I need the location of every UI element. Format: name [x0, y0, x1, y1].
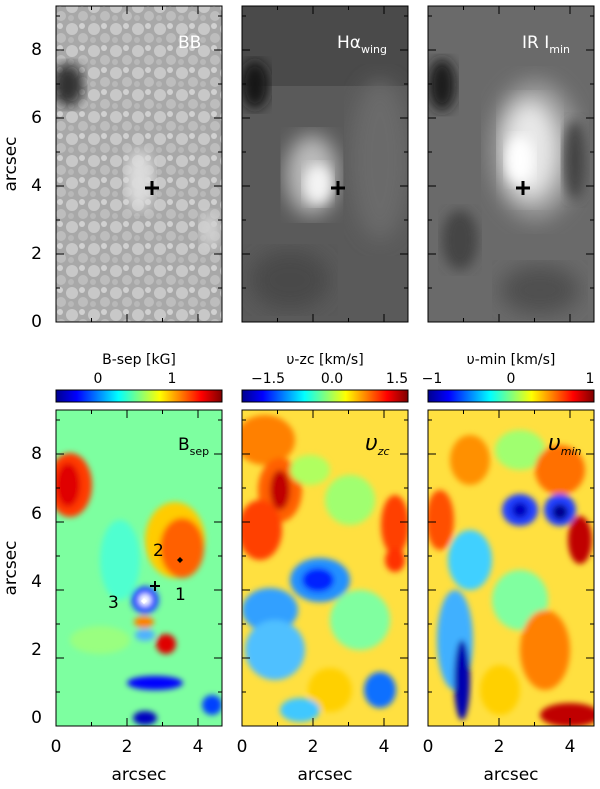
colorbar-vmin-tick-1: 0	[507, 371, 516, 387]
bottom-ytick-0: 0	[31, 708, 42, 728]
panel-vzc	[242, 410, 408, 726]
marker-halpha	[331, 181, 345, 195]
xtick-p3-2: 2	[494, 737, 505, 757]
bottom-ytick-8: 8	[31, 444, 42, 464]
colorbar-vmin: υ-min [km/s] −1 0 1	[422, 352, 595, 403]
panel-vmin	[428, 410, 594, 726]
xlabel-p1: arcsec	[111, 765, 166, 785]
bottom-ytick-6: 6	[31, 504, 42, 524]
top-ytick-2: 2	[31, 244, 42, 264]
panel-bb-label: BB	[178, 33, 201, 53]
marker-bb	[145, 181, 159, 195]
colorbar-bsep: B-sep [kG] 0 1	[55, 352, 223, 403]
colorbar-bsep-tick-1: 1	[168, 371, 177, 387]
colorbar-vzc-title: υ-zc [km/s]	[286, 352, 363, 368]
xtick-p3-4: 4	[565, 737, 576, 757]
marker-ir	[516, 181, 530, 195]
colorbar-vmin-title: υ-min [km/s]	[467, 352, 556, 368]
bottom-yaxis: 0 2 4 6 8 arcsec	[1, 444, 42, 728]
panel-ir-frame	[427, 5, 595, 323]
panel-bb-frame	[55, 5, 223, 323]
colorbar-vzc-tick-0: −1.5	[251, 371, 285, 387]
colorbar-vmin-tick-0: −1	[422, 371, 443, 387]
panel-halpha-frame	[241, 5, 409, 323]
diamond-marker-3	[141, 598, 147, 604]
panel-vmin-frame	[427, 409, 595, 727]
colorbar-vzc-tick-2: 1.5	[386, 371, 408, 387]
top-yaxis: 0 2 4 6 8 arcsec	[1, 40, 42, 332]
xtick-p2-4: 4	[379, 737, 390, 757]
annotation-1: 1	[175, 585, 186, 605]
panel-ir-label: IR Imin	[522, 33, 570, 56]
top-ytick-8: 8	[31, 40, 42, 60]
xlabel-p3: arcsec	[483, 765, 538, 785]
xtick-p2-0: 0	[237, 737, 248, 757]
marker-bsep	[150, 581, 160, 591]
colorbar-bsep-tick-0: 0	[94, 371, 103, 387]
bottom-ytick-4: 4	[31, 572, 42, 592]
xtick-p2-2: 2	[308, 737, 319, 757]
top-ylabel: arcsec	[1, 136, 21, 191]
xtick-p1-4: 4	[193, 737, 204, 757]
bottom-xaxis: 0 2 4 arcsec 0 2 4 arcsec 0 2 4 arcsec	[51, 737, 576, 785]
panel-bb	[56, 6, 222, 322]
panel-halpha	[242, 6, 408, 322]
diamond-marker-2	[177, 557, 183, 563]
xtick-p3-0: 0	[423, 737, 434, 757]
panel-vzc-label: υzc	[365, 431, 390, 458]
xlabel-p2: arcsec	[297, 765, 352, 785]
colorbar-vzc-tick-1: 0.0	[321, 371, 343, 387]
colorbar-vzc: υ-zc [km/s] −1.5 0.0 1.5	[241, 352, 409, 403]
colorbar-vmin-tick-2: 1	[586, 371, 595, 387]
panel-vzc-frame	[241, 409, 409, 727]
tick-marks	[55, 6, 594, 727]
top-ytick-6: 6	[31, 108, 42, 128]
panel-vmin-label: υmin	[548, 431, 582, 458]
panel-bsep-label: Bsep	[178, 435, 209, 458]
bottom-ylabel: arcsec	[1, 540, 21, 595]
xtick-p1-2: 2	[122, 737, 133, 757]
xtick-p1-0: 0	[51, 737, 62, 757]
annotation-2: 2	[153, 541, 164, 561]
panel-ir	[428, 6, 594, 322]
bottom-ytick-2: 2	[31, 640, 42, 660]
panel-halpha-label: Hαwing	[337, 33, 387, 56]
top-ytick-0: 0	[31, 312, 42, 332]
panel-bsep-frame	[55, 409, 223, 727]
annotation-3: 3	[108, 593, 119, 613]
colorbar-bsep-title: B-sep [kG]	[102, 352, 176, 368]
top-ytick-4: 4	[31, 176, 42, 196]
panel-bsep	[56, 410, 222, 726]
